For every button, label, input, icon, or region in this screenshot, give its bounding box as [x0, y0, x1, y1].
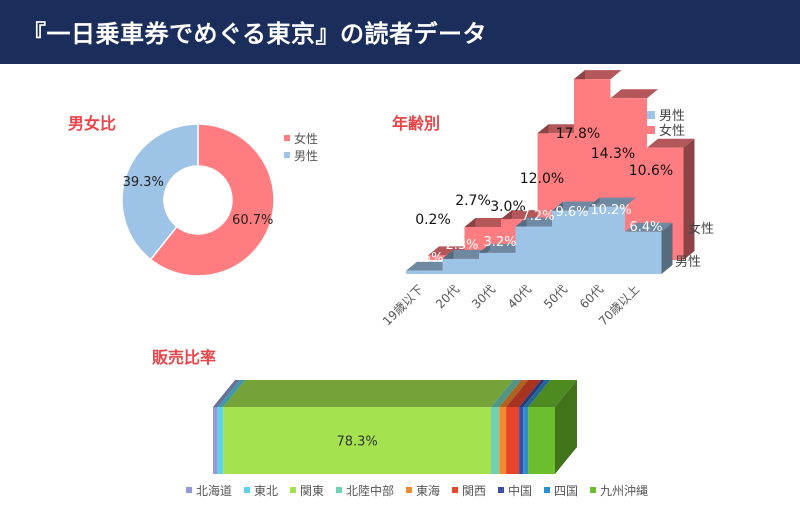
male-data-label: 0.5% [410, 251, 443, 266]
legend-swatch [544, 487, 550, 493]
legend-label: 東海 [416, 483, 440, 498]
sales-segment-top-3 [491, 380, 522, 407]
legend-swatch [498, 487, 504, 493]
male-data-label: 3.2% [483, 235, 516, 250]
male-row-side [661, 222, 673, 274]
male-row-top-4 [552, 201, 600, 211]
legend-swatch [452, 487, 458, 493]
male-row-top-1 [442, 249, 490, 259]
legend-swatch [244, 487, 250, 493]
header-bar: 『一日乗車券でめぐる東京』の読者データ [0, 0, 800, 64]
female-data-label: 14.3% [591, 146, 635, 162]
legend-label: 関東 [300, 484, 324, 498]
male-row-top-2 [479, 243, 527, 253]
sales-bar-side [555, 380, 577, 474]
donut-data-label: 39.3% [123, 175, 164, 190]
female-data-label: 17.8% [556, 126, 600, 142]
sales-segment-7 [523, 407, 529, 474]
male-data-label: 6.4% [629, 220, 662, 235]
sales-segment-top-8 [528, 380, 577, 407]
gender-chart-title: 男女比 [68, 114, 117, 133]
page-title: 『一日乗車券でめぐる東京』の読者データ [22, 20, 488, 48]
legend-swatch [590, 487, 596, 493]
donut-slice-male [121, 123, 199, 261]
male-row-top-6 [625, 222, 673, 232]
sales-segment-3 [491, 407, 500, 474]
female-row-top-6 [647, 138, 695, 148]
sales-segment-1 [217, 407, 224, 474]
female-data-label: 0.2% [415, 212, 451, 228]
legend-label: 男性 [659, 109, 685, 124]
female-data-label: 2.7% [455, 193, 491, 209]
sales-segment-top-5 [506, 380, 542, 407]
sales-segment-0 [213, 407, 218, 474]
legend-label: 関西 [462, 484, 486, 498]
age-chart-title: 年齢別 [392, 114, 441, 133]
female-data-label: 10.6% [629, 163, 673, 179]
sales-segment-top-6 [519, 380, 546, 407]
legend-label: 北海道 [196, 483, 232, 498]
legend-swatch [290, 487, 296, 493]
sales-segment-top-1 [217, 380, 246, 407]
donut-slice-female [149, 123, 275, 277]
legend-swatch [186, 487, 192, 493]
male-data-label: 10.2% [590, 203, 631, 218]
legend-label: 九州沖縄 [600, 483, 648, 498]
sales-data-label: 78.3% [336, 435, 377, 450]
donut-data-label: 60.7% [232, 213, 273, 228]
sales-segment-8 [528, 407, 555, 474]
female-data-label: 3.0% [490, 199, 526, 215]
legend-label: 東北 [254, 484, 278, 498]
legend-label: 女性 [659, 123, 685, 139]
legend-swatch [647, 111, 655, 119]
sales-chart-title: 販売比率 [152, 348, 217, 367]
sales-segment-6 [519, 407, 524, 474]
age-3d-chart: 0.2%2.7% 3.0% 12.0% 17.8% 14.3%10.6% 0.5%2.3%… [380, 70, 714, 328]
sales-segment-2 [223, 407, 492, 474]
female-row-top-4 [574, 70, 622, 80]
depth-label-female: 女性 [688, 221, 714, 237]
female-data-label: 12.0% [520, 171, 564, 187]
male-data-label: 2.3% [445, 238, 478, 253]
female-row-top-2 [501, 210, 549, 220]
female-row-top-1 [464, 218, 512, 227]
legend-label: 北陸中部 [346, 483, 394, 498]
legend-swatch [336, 487, 342, 493]
female-row-top-5 [610, 89, 658, 99]
male-row-top-3 [515, 217, 563, 227]
legend-label: 四国 [554, 484, 578, 498]
male-row-top-0 [406, 261, 454, 271]
legend-swatch [647, 126, 655, 134]
sales-segment-top-2 [223, 380, 514, 407]
male-data-label: 7.2% [521, 209, 554, 224]
sales-segment-top-0 [213, 380, 240, 407]
legend-label: 中国 [508, 483, 532, 498]
male-data-label: 9.6% [555, 205, 588, 220]
sales-segment-top-4 [499, 380, 529, 407]
legend-label: 男性 [294, 149, 318, 163]
legend-swatch [284, 135, 290, 141]
male-row-top-5 [588, 197, 636, 207]
sales-segment-5 [506, 407, 520, 474]
legend-swatch [284, 152, 290, 158]
female-row-side [683, 138, 695, 260]
sales-segment-top-7 [523, 380, 551, 407]
depth-label-male: 男性 [675, 255, 701, 270]
female-row-top-3 [537, 124, 585, 134]
male-row-front [406, 206, 662, 274]
legend-label: 女性 [294, 131, 318, 146]
sales-segment-4 [499, 407, 507, 474]
legend-swatch [406, 487, 412, 493]
